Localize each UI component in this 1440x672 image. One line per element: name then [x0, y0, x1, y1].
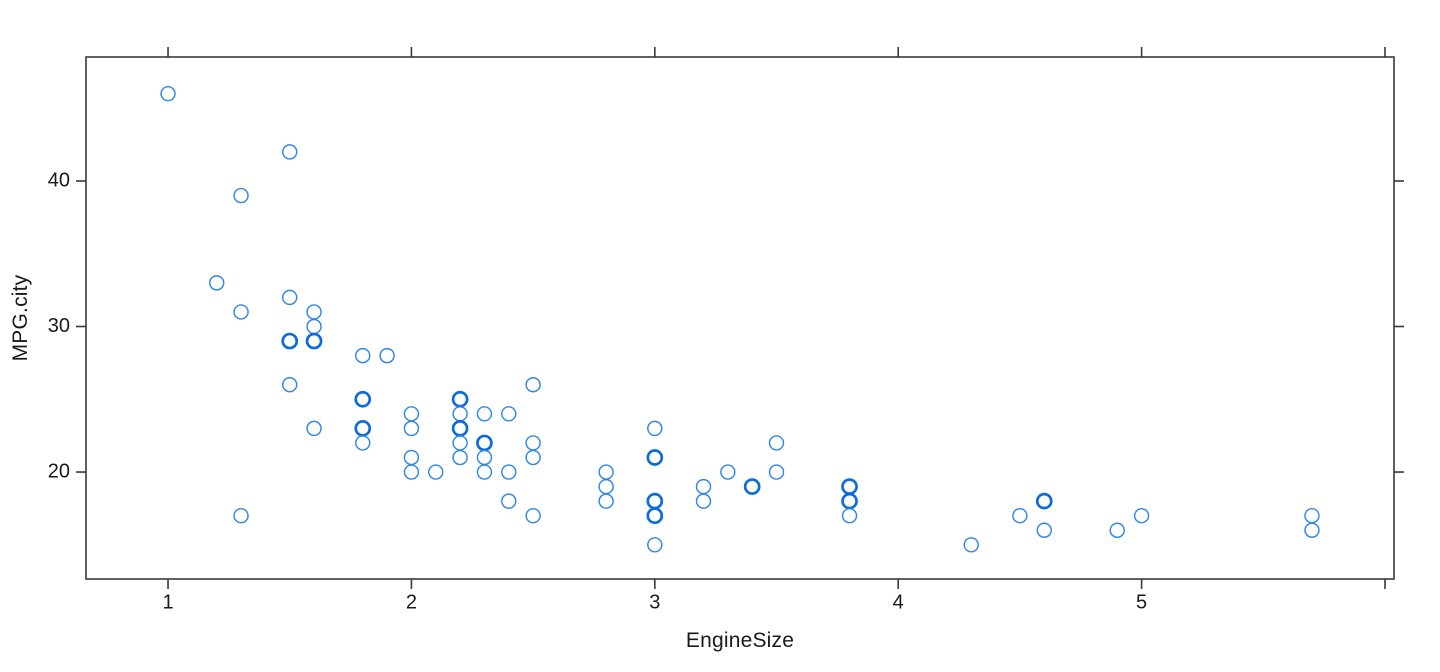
data-point — [476, 406, 493, 422]
data-point — [451, 420, 469, 437]
data-point — [647, 420, 663, 437]
data-point — [646, 507, 664, 525]
data-point — [598, 493, 614, 509]
data-point — [403, 449, 420, 466]
data-point — [963, 537, 979, 553]
x-tick-label: 5 — [1136, 591, 1147, 613]
data-point — [841, 507, 858, 524]
data-point — [525, 435, 541, 451]
y-tick-label: 20 — [48, 460, 70, 482]
data-point — [768, 464, 785, 480]
data-point — [354, 420, 372, 437]
plot-border — [85, 56, 1395, 580]
data-point — [451, 390, 469, 408]
data-point — [525, 507, 541, 524]
data-point — [305, 332, 323, 350]
data-point — [525, 376, 541, 393]
y-tick-label: 40 — [48, 169, 70, 191]
data-point — [1304, 522, 1320, 538]
data-point — [233, 187, 249, 204]
x-tick-label: 4 — [893, 591, 904, 613]
data-point — [1012, 507, 1028, 524]
data-point — [720, 464, 736, 480]
data-point — [768, 435, 785, 451]
data-point — [695, 478, 712, 495]
y-axis-title: MPG.city — [9, 274, 32, 362]
data-point — [452, 406, 468, 422]
data-point — [208, 275, 225, 291]
data-point — [646, 449, 664, 466]
data-point — [841, 492, 858, 510]
data-point — [1035, 492, 1053, 510]
x-axis-title: EngineSize — [685, 629, 795, 652]
y-tick-label: 30 — [48, 315, 70, 337]
data-point — [428, 464, 444, 480]
data-point — [646, 492, 664, 510]
data-point — [695, 493, 712, 509]
data-point — [501, 464, 517, 480]
x-tick-label: 1 — [162, 591, 173, 613]
data-point — [1036, 522, 1052, 538]
data-point — [1133, 507, 1150, 524]
data-point — [403, 420, 420, 437]
data-point — [281, 289, 298, 306]
data-point — [598, 478, 614, 495]
data-point — [354, 390, 372, 408]
data-point — [281, 332, 299, 350]
x-tick-label: 2 — [406, 591, 417, 613]
data-point — [841, 478, 858, 495]
x-tick-label: 3 — [649, 591, 660, 613]
data-point — [355, 347, 371, 364]
data-point — [501, 406, 517, 422]
data-point — [501, 493, 517, 509]
data-point — [1304, 507, 1320, 524]
data-point — [598, 464, 614, 480]
data-point — [647, 537, 663, 553]
data-point — [452, 435, 468, 451]
data-point — [476, 434, 493, 452]
data-point — [476, 449, 493, 466]
data-point — [1109, 522, 1125, 538]
data-point — [281, 376, 298, 393]
data-point — [306, 420, 322, 437]
data-point — [281, 144, 298, 160]
data-point — [355, 435, 371, 451]
data-point — [525, 449, 541, 466]
data-point — [306, 304, 322, 320]
data-point — [379, 347, 395, 364]
data-point — [306, 318, 322, 335]
data-point — [233, 507, 249, 524]
data-point — [476, 464, 493, 480]
data-point — [160, 85, 176, 102]
data-point — [743, 478, 761, 495]
data-point — [403, 406, 420, 422]
data-point — [233, 304, 249, 320]
data-point — [452, 449, 468, 466]
data-point — [403, 464, 420, 480]
